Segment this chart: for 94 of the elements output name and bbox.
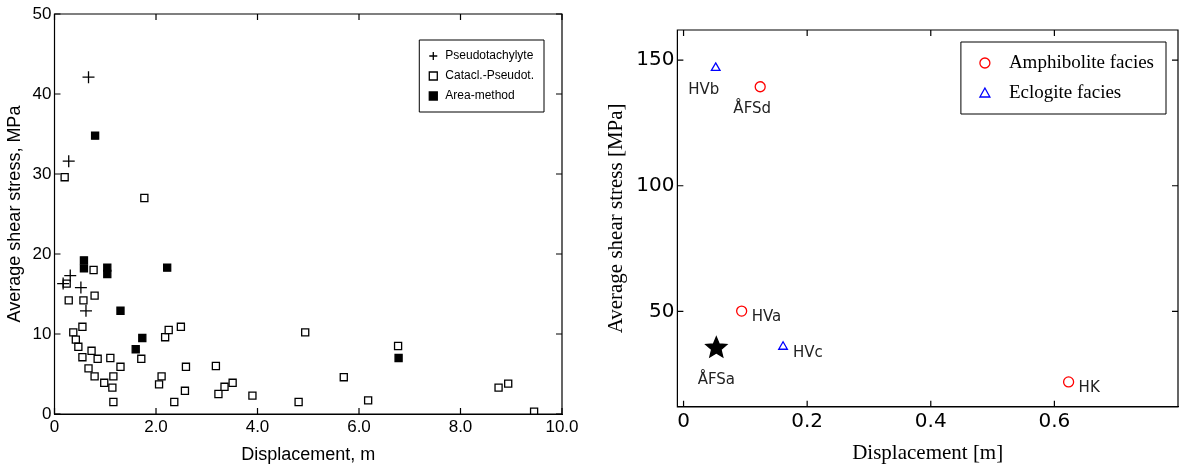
x-tick-label: 0.6 [1038, 408, 1071, 432]
point [294, 397, 303, 407]
x-tick-label: 2.0 [144, 416, 168, 436]
point [103, 269, 112, 279]
point [154, 380, 164, 389]
point [81, 70, 96, 84]
point [220, 382, 229, 391]
point [100, 378, 109, 387]
point [211, 361, 221, 371]
x-tick-label: 10.0 [545, 416, 579, 436]
point [62, 154, 76, 168]
point [228, 378, 237, 387]
point [93, 354, 102, 363]
x-axis-title: Displacement [m] [852, 439, 1004, 464]
legend-label: Area-method [445, 88, 515, 103]
point [78, 353, 87, 362]
point [494, 383, 503, 392]
point [109, 372, 118, 381]
annotation: HVc [793, 342, 823, 361]
point [60, 173, 69, 182]
point [74, 342, 83, 351]
point [71, 335, 81, 344]
point [116, 306, 125, 315]
x-tick-label: 8.0 [448, 416, 473, 436]
point [394, 353, 403, 363]
x-tick-label: 0.4 [914, 408, 947, 432]
x-tick-label: 0 [677, 408, 690, 432]
point [140, 193, 149, 203]
point [79, 304, 93, 318]
point [710, 62, 721, 72]
y-tick-label: 10 [32, 323, 52, 343]
x-tick-label: 0.2 [791, 408, 824, 432]
annotation: HK [1078, 377, 1101, 396]
point [157, 372, 166, 381]
x-tick-label: 6.0 [347, 416, 371, 436]
y-tick-label: 40 [32, 83, 52, 103]
point [89, 265, 98, 275]
point [137, 354, 146, 363]
point [170, 397, 179, 407]
legend-label: Eclogite facies [1008, 80, 1122, 102]
legend-label: Amphibolite facies [1008, 50, 1155, 72]
point [248, 391, 257, 400]
point [106, 353, 115, 363]
annotation: ÅFSd [733, 97, 772, 117]
legend-label: Catacl.-Pseudot. [445, 68, 535, 83]
point [1062, 376, 1075, 388]
legend-label: Pseudotachylyte [445, 48, 534, 63]
point [64, 296, 73, 305]
point [504, 379, 513, 388]
point [176, 322, 186, 331]
point [393, 341, 403, 351]
point [108, 383, 117, 392]
point [164, 325, 173, 335]
y-axis-title: Average shear stress, MPa [3, 104, 24, 323]
point [90, 291, 99, 300]
point [339, 373, 348, 382]
y-tick-label: 30 [32, 163, 52, 183]
annotation: ÅFSa [697, 368, 735, 388]
point [181, 362, 191, 371]
y-tick-label: 50 [648, 297, 675, 322]
point [78, 322, 87, 331]
y-axis-title: Average shear stress [MPa] [603, 103, 628, 334]
point [56, 276, 70, 291]
point [116, 362, 125, 371]
point [162, 263, 172, 272]
x-tick-label: 4.0 [245, 416, 270, 436]
y-tick-label: 100 [636, 171, 675, 196]
point [74, 280, 88, 295]
y-tick-label: 150 [636, 46, 675, 71]
point [79, 264, 89, 273]
point [131, 345, 140, 354]
point [736, 305, 748, 317]
point [138, 333, 147, 343]
x-axis-title: Displacement, m [241, 444, 376, 465]
annotation: HVa [751, 306, 782, 325]
point [63, 268, 77, 283]
point [363, 396, 373, 405]
point [90, 131, 100, 140]
y-tick-label: 50 [32, 3, 52, 23]
point [705, 336, 728, 358]
annotation: HVb [688, 79, 720, 98]
point [180, 386, 190, 395]
y-tick-label: 20 [32, 243, 52, 263]
point [79, 296, 88, 305]
point [84, 364, 93, 373]
point [90, 372, 99, 381]
point [214, 389, 223, 399]
point [87, 346, 96, 355]
point [778, 341, 789, 350]
point [69, 328, 78, 337]
point [109, 397, 118, 407]
point [79, 256, 89, 265]
point [754, 81, 766, 93]
point [301, 328, 310, 337]
